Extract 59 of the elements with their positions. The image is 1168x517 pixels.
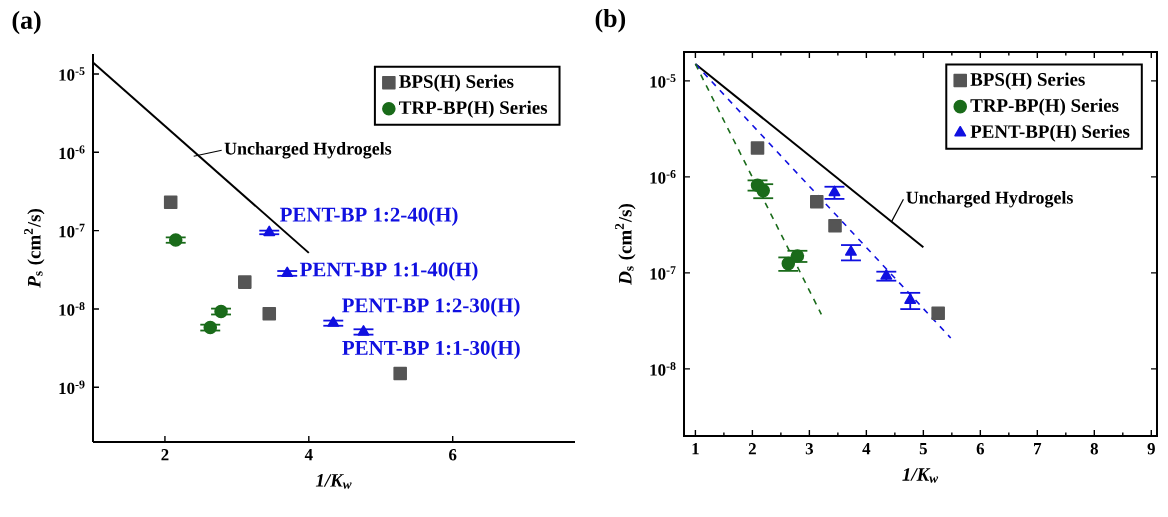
annotation: PENT-BP 1:1-40(H) — [299, 261, 478, 281]
point — [168, 233, 183, 247]
point — [828, 185, 841, 197]
point — [214, 304, 228, 319]
point — [845, 245, 857, 256]
annotation: PENT-BP 1:2-40(H) — [279, 207, 458, 226]
point — [327, 316, 340, 327]
x-tick-label: 9 — [1147, 443, 1155, 455]
annotation: Uncharged Hydrogels — [906, 191, 1073, 208]
annotation: PENT-BP 1:2-30(H) — [342, 297, 520, 317]
x-tick-label: 6 — [976, 443, 985, 455]
y-tick-label: 10$^{-8}$ — [650, 362, 676, 376]
point — [238, 275, 252, 289]
point — [931, 306, 945, 321]
point — [790, 249, 805, 263]
y-tick-label: 10$^{-5}$ — [650, 74, 676, 88]
y-tick-label: 10$^{-6}$ — [59, 145, 85, 160]
x-tick-label: 5 — [919, 443, 927, 455]
x-tick-label: 6 — [449, 449, 457, 461]
y-axis-title: D$_{s}$ (cm$^{2}$/s) — [615, 204, 636, 285]
y-tick-label: 10$^{-7}$ — [59, 223, 85, 238]
x-tick-label: 4 — [862, 443, 871, 455]
y-tick-label: 10$^{-8}$ — [59, 302, 85, 316]
x-tick-label: 2 — [748, 443, 756, 455]
legend-label: TRP-BP(H) Series — [399, 100, 548, 118]
chart-title: (b) — [595, 8, 626, 33]
point — [828, 218, 842, 233]
point — [393, 366, 407, 381]
legend-label: BPS(H) Series — [399, 74, 514, 92]
annotation: Uncharged Hydrogels — [224, 142, 392, 159]
x-tick-label: 1 — [692, 443, 699, 455]
point — [750, 141, 765, 155]
annotation: PENT-BP 1:1-30(H) — [342, 340, 520, 360]
x-tick-label: 8 — [1090, 443, 1098, 455]
y-tick-label: 10$^{-7}$ — [650, 266, 676, 280]
point — [880, 269, 893, 280]
point — [781, 256, 796, 271]
x-tick-label: 7 — [1034, 443, 1042, 455]
x-tick-label: 4 — [304, 449, 313, 461]
y-tick-label: 10$^{-6}$ — [650, 170, 676, 184]
x-tick-label: 2 — [161, 449, 169, 461]
point — [203, 320, 218, 335]
point — [357, 325, 370, 336]
chart-title: (a) — [12, 10, 41, 35]
x-axis-title: 1/K$_{w}$ — [315, 474, 352, 489]
point — [810, 195, 824, 209]
x-tick-label: 3 — [805, 443, 814, 455]
point — [756, 183, 770, 198]
legend-label: PENT-BP(H) Series — [970, 124, 1130, 142]
y-tick-label: 10$^{-5}$ — [59, 67, 85, 81]
point — [262, 306, 277, 321]
y-tick-label: 10$^{-9}$ — [59, 380, 85, 395]
legend-label: BPS(H) Series — [970, 72, 1085, 90]
point — [263, 225, 276, 237]
x-axis-title: 1/K$_{w}$ — [902, 468, 939, 483]
point — [281, 266, 294, 278]
legend-label: TRP-BP(H) Series — [970, 98, 1119, 116]
y-axis-title: P$_{s}$ (cm$^{2}$/s) — [24, 209, 45, 288]
point — [163, 195, 178, 210]
